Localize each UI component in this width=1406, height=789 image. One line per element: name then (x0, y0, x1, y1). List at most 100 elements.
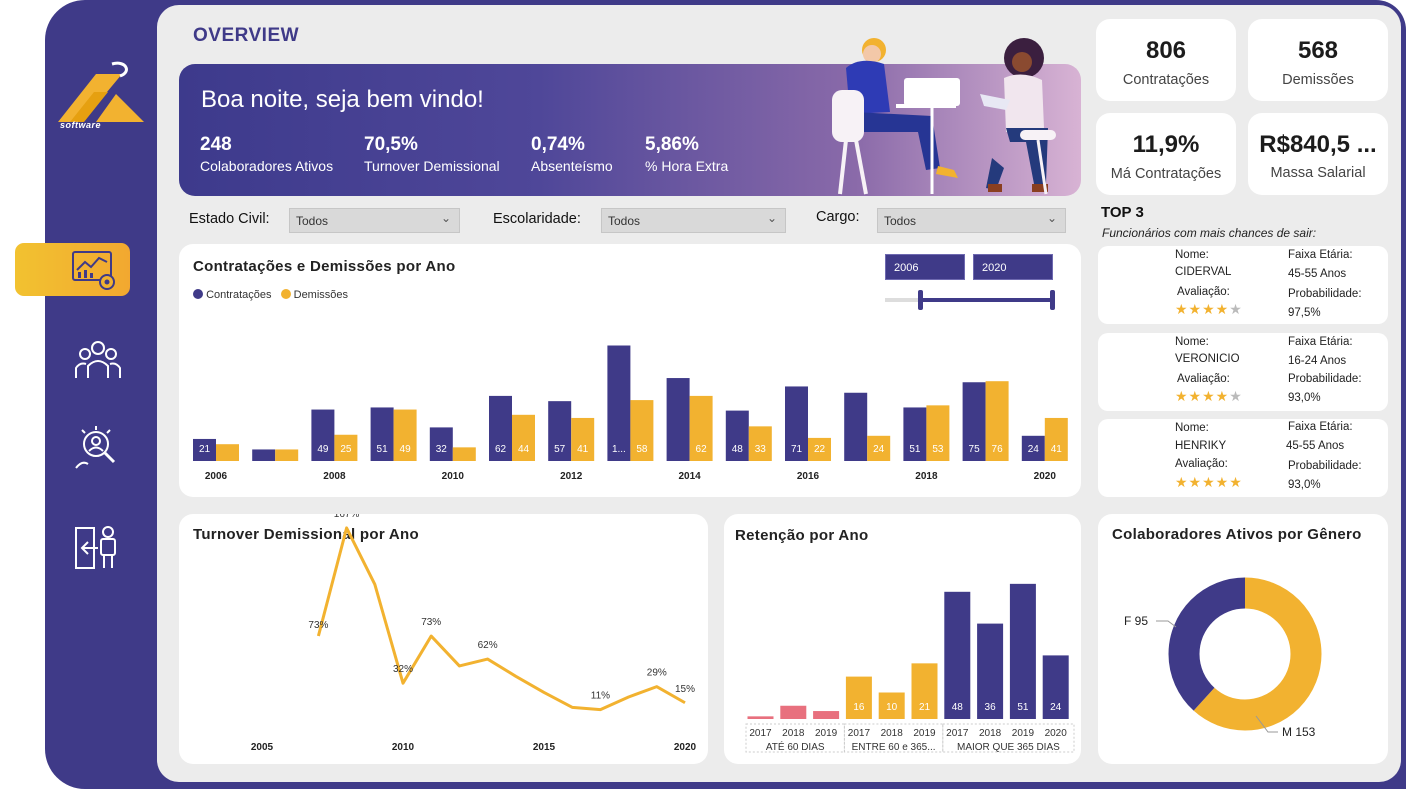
point-label: 167% (334, 514, 360, 520)
chart-legend: Contratações Demissões (193, 289, 348, 301)
dropdown-estado-civil[interactable]: Todos ⌄ (289, 208, 460, 233)
prob-value: 97,5% (1288, 307, 1321, 319)
turnover-line (316, 526, 686, 712)
bar-retencao (780, 705, 807, 719)
data-label: 76 (992, 444, 1004, 455)
x-tick-label: 2010 (442, 471, 465, 482)
data-label: 51 (377, 444, 389, 455)
prob-label: Probabilidade: (1288, 373, 1362, 385)
bar-contratacoes (370, 407, 394, 461)
slider-start-box[interactable]: 2006 (885, 254, 965, 280)
data-label: 51 (1017, 702, 1029, 713)
x-tick-label: 2020 (674, 742, 697, 753)
top3-card[interactable]: Nome: CIDERVAL Avaliação: ★★★★★ Faixa Et… (1098, 246, 1388, 324)
leader-line (1255, 715, 1278, 733)
slice-label: F 95 (1124, 614, 1148, 628)
slider-handle-end[interactable] (1050, 290, 1055, 310)
logo-mark-icon (58, 61, 144, 122)
legend-dot-icon (280, 289, 291, 299)
data-label: 49 (400, 444, 412, 455)
age-label: Faixa Etária: (1288, 249, 1353, 261)
data-label: 53 (932, 444, 944, 455)
name-label: Nome: (1175, 422, 1209, 434)
age-value: 45-55 Anos (1288, 268, 1347, 280)
kpi-label: Absenteísmo (531, 158, 613, 174)
card-massa-salarial: R$840,5 ... Massa Salarial (1248, 113, 1388, 195)
nav-item-overview[interactable] (15, 243, 130, 296)
x-tick-label: 2006 (205, 471, 228, 482)
slider-end-value: 2020 (982, 262, 1007, 274)
data-label: 36 (985, 702, 997, 713)
kpi-value: 70,5% (364, 134, 418, 155)
chevron-down-icon: ⌄ (440, 211, 451, 225)
slider-start-value: 2006 (894, 262, 919, 274)
card-contratacoes: 806 Contratações (1096, 19, 1236, 101)
bar-demissoes (275, 449, 299, 461)
top3-card[interactable]: Nome: HENRIKY Avaliação: ★★★★★ Faixa Etá… (1098, 419, 1388, 497)
name-label: Nome: (1175, 249, 1209, 261)
top3-card[interactable]: Nome: VERONICIO Avaliação: ★★★★★ Faixa E… (1098, 333, 1388, 411)
point-label: 29% (647, 668, 667, 679)
data-label: 24 (873, 444, 885, 455)
x-tick-label: 2020 (1045, 728, 1068, 739)
group-label: MAIOR QUE 365 DIAS (957, 742, 1060, 753)
x-tick-label: 2020 (1034, 471, 1057, 482)
data-label: 48 (952, 702, 964, 713)
dropdown-cargo[interactable]: Todos ⌄ (877, 208, 1066, 233)
bar-retencao (878, 692, 905, 719)
top3-subtitle: Funcionários com mais chances de sair: (1102, 226, 1317, 240)
kpi-label: Massa Salarial (1270, 165, 1366, 181)
point-label: 73% (308, 620, 328, 631)
point-label: 62% (478, 640, 498, 651)
bar-retencao (911, 663, 938, 719)
employee-name: CIDERVAL (1175, 266, 1232, 278)
group-box (745, 723, 845, 753)
bar-contratacoes (548, 401, 572, 461)
kpi-label: Colaboradores Ativos (200, 158, 334, 174)
prob-label: Probabilidade: (1288, 288, 1362, 300)
data-label: 44 (518, 444, 530, 455)
legend-dot-icon (193, 289, 203, 299)
bar-demissoes (867, 435, 891, 461)
slider-end-box[interactable]: 2020 (973, 254, 1053, 280)
bar-contratacoes (666, 378, 690, 461)
card-demissoes: 568 Demissões (1248, 19, 1388, 101)
bar-retencao (813, 711, 840, 719)
dashboard-chart-icon (72, 251, 115, 290)
logo-text: software (60, 120, 102, 130)
bar-demissoes (689, 395, 713, 461)
star-rating: ★★★★★ (1175, 388, 1243, 404)
filter-label-cargo: Cargo: (816, 209, 860, 225)
x-tick-label: 2019 (1012, 728, 1035, 739)
slider-handle-start[interactable] (918, 290, 923, 310)
greeting-text: Boa noite, seja bem vindo! (201, 86, 484, 113)
exit-door-person-icon[interactable] (72, 522, 124, 574)
bar-demissoes (512, 414, 535, 461)
chart-title: Retenção por Ano (735, 527, 869, 544)
chart-card-contratacoes-demissoes: Contratações e Demissões por Ano Contrat… (179, 244, 1081, 497)
bar-contratacoes (311, 409, 335, 461)
bar-contratacoes (844, 392, 868, 461)
people-group-icon[interactable] (72, 334, 124, 386)
group-label: ENTRE 60 e 365... (852, 742, 936, 753)
bar-demissoes (985, 381, 1009, 461)
search-person-icon[interactable] (72, 422, 124, 474)
chart-card-retencao: Retenção por Ano 2017 2018 2019 ATÉ 60 DIAS… (724, 514, 1081, 764)
data-label: 48 (732, 444, 744, 455)
point-label: 73% (421, 617, 441, 628)
top3-title: TOP 3 (1101, 204, 1144, 221)
rating-label: Avaliação: (1175, 458, 1228, 470)
data-label: 51 (909, 444, 921, 455)
x-tick-label: 2014 (678, 471, 701, 482)
chart-title: Contratações e Demissões por Ano (193, 258, 456, 275)
kpi-value: 248 (200, 134, 232, 155)
chevron-down-icon: ⌄ (766, 211, 777, 225)
dropdown-escolaridade[interactable]: Todos ⌄ (601, 208, 786, 233)
filter-label-escolaridade: Escolaridade: (493, 211, 581, 227)
x-tick-label: 2019 (913, 728, 936, 739)
data-label: 75 (969, 444, 981, 455)
slider-range (920, 298, 1054, 302)
data-label: 41 (1051, 444, 1063, 455)
x-tick-label: 2012 (560, 471, 583, 482)
group-label: ATÉ 60 DIAS (766, 740, 825, 753)
